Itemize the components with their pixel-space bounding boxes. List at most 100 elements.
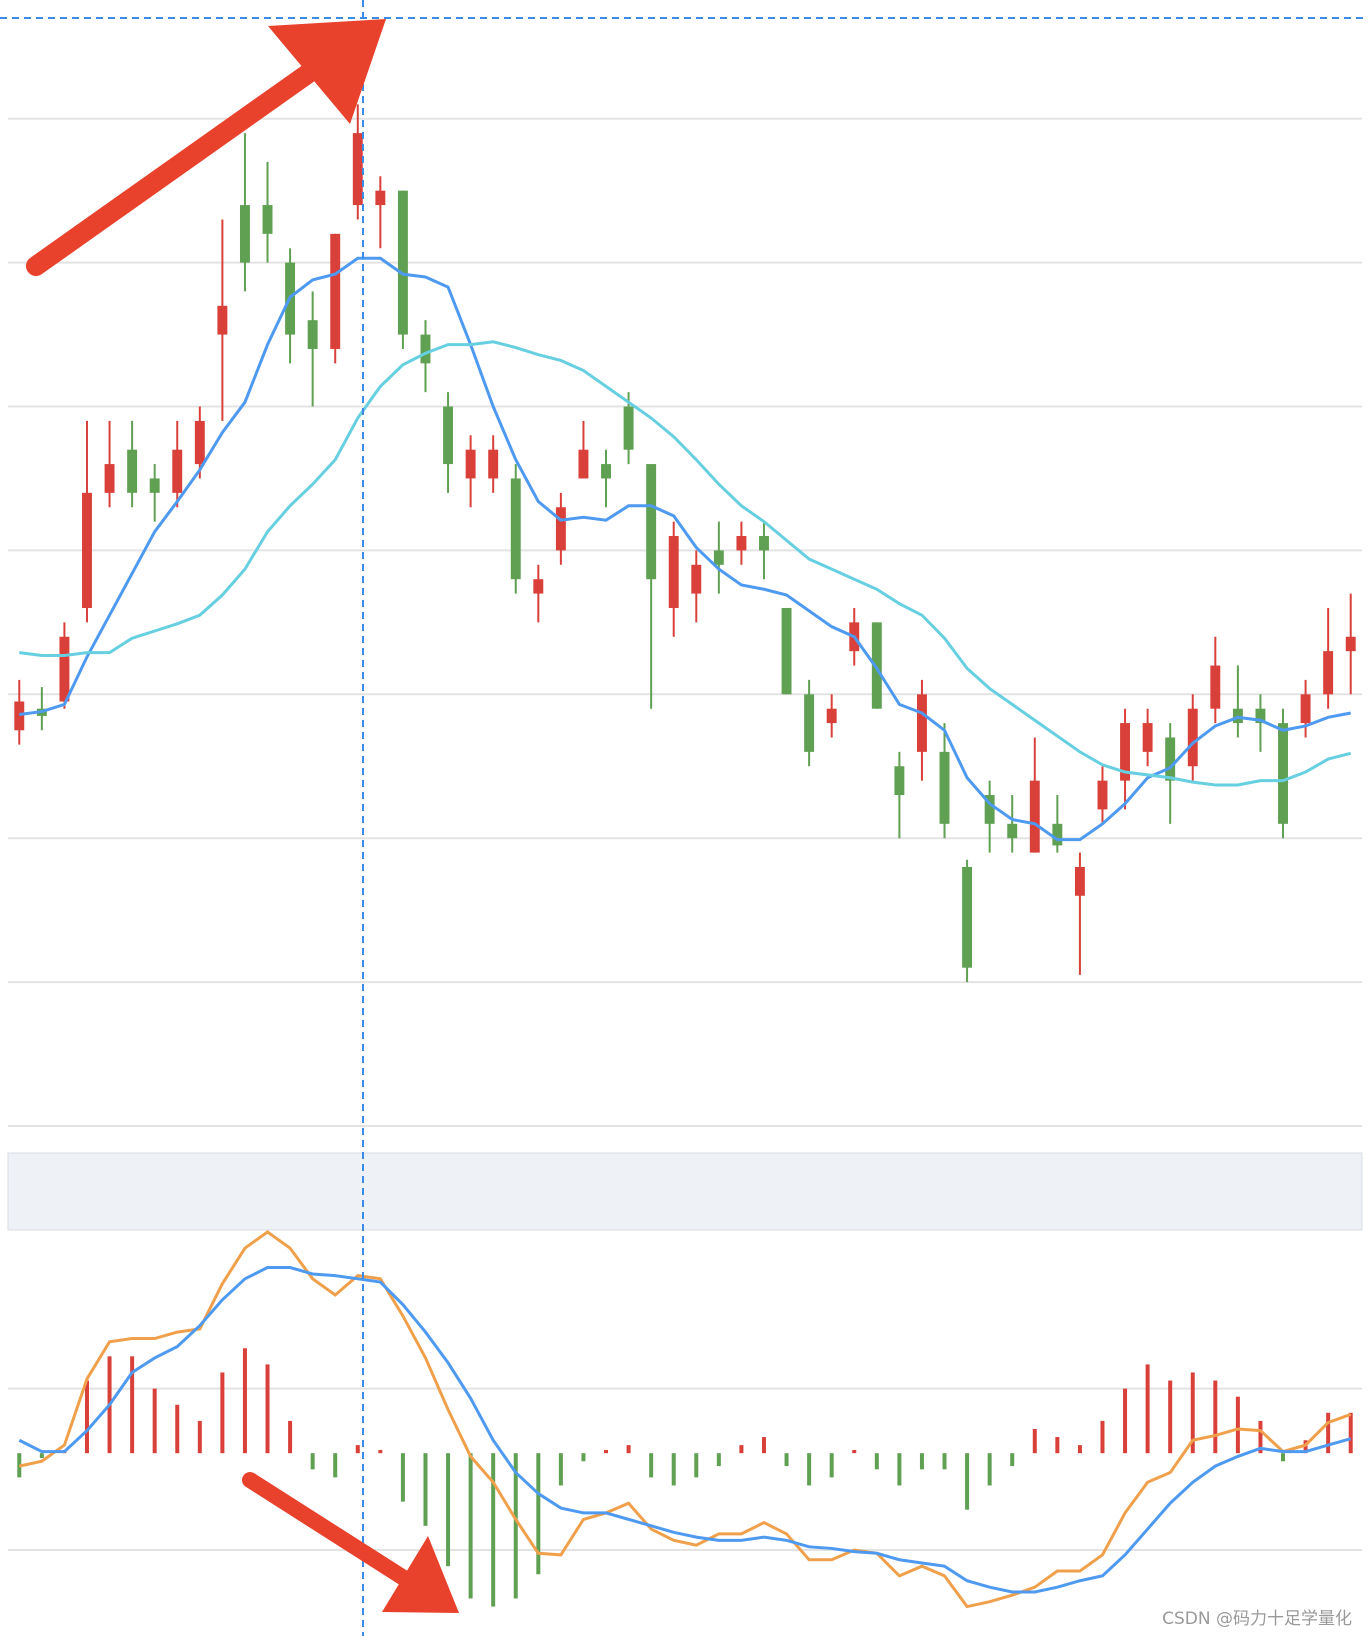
histogram-bar xyxy=(197,1420,202,1454)
histogram-bar xyxy=(84,1380,89,1454)
candle-body xyxy=(984,795,995,824)
candle-body xyxy=(578,449,589,479)
histogram-bar xyxy=(152,1388,157,1454)
candle-body xyxy=(330,233,341,349)
histogram-bar xyxy=(175,1404,180,1454)
candle-body xyxy=(104,464,115,493)
candle-body xyxy=(1007,823,1018,839)
histogram-bar xyxy=(671,1453,676,1486)
histogram-bar xyxy=(1281,1453,1286,1462)
histogram-bar xyxy=(558,1453,563,1486)
histogram-bar xyxy=(965,1453,970,1510)
candle-body xyxy=(1165,737,1176,781)
candle-body xyxy=(1345,636,1356,652)
candle-body xyxy=(352,133,363,206)
histogram-bar xyxy=(987,1453,992,1486)
histogram-bar xyxy=(852,1449,857,1454)
candle-body xyxy=(1052,823,1063,846)
histogram-bar xyxy=(1190,1372,1195,1454)
histogram-bar xyxy=(1010,1453,1015,1467)
histogram-bar xyxy=(265,1364,270,1454)
histogram-bar xyxy=(694,1453,699,1478)
candle-body xyxy=(939,751,950,824)
candle-body xyxy=(1278,723,1288,824)
candle-body xyxy=(262,205,273,234)
candle-body xyxy=(916,694,927,752)
histogram-bar xyxy=(446,1453,451,1567)
line xyxy=(18,1230,1352,1609)
histogram-bar xyxy=(355,1445,360,1454)
histogram-bar xyxy=(874,1453,879,1470)
candle-body xyxy=(1074,866,1085,896)
candle-body xyxy=(14,701,25,731)
candle-body xyxy=(646,464,657,580)
candle-body xyxy=(239,205,250,263)
candle-body xyxy=(1097,780,1108,810)
histogram-bar xyxy=(513,1453,518,1599)
histogram-bar xyxy=(626,1445,631,1454)
candle-body xyxy=(826,708,837,724)
candle-body xyxy=(465,449,476,479)
histogram-bar xyxy=(784,1453,789,1467)
candle-body xyxy=(172,449,183,493)
candle-body xyxy=(149,478,160,493)
candle-body xyxy=(555,507,566,551)
candle-body xyxy=(420,334,431,364)
histogram-bar xyxy=(581,1453,586,1462)
histogram-bar xyxy=(288,1420,293,1454)
histogram-bar xyxy=(242,1348,247,1454)
candle-body xyxy=(82,492,92,608)
candle-body xyxy=(127,449,138,493)
candle-body xyxy=(713,550,724,565)
plot xyxy=(8,104,1362,1609)
candle-body xyxy=(736,536,747,551)
candle-body xyxy=(668,536,679,608)
candle-body xyxy=(1300,694,1311,724)
candle-body xyxy=(962,866,973,968)
arrow-up xyxy=(26,19,386,276)
candle-body xyxy=(691,564,702,594)
histogram-bar xyxy=(897,1453,902,1486)
candle-body xyxy=(1210,665,1221,709)
candle-body xyxy=(894,766,905,796)
candle-body xyxy=(510,478,521,580)
histogram-bar xyxy=(739,1445,744,1454)
candle-body xyxy=(1187,708,1198,767)
histogram-bar xyxy=(761,1437,766,1454)
candle-body xyxy=(1120,723,1131,781)
histogram-bar xyxy=(1100,1420,1105,1454)
candle-body xyxy=(217,305,228,335)
histogram-bar xyxy=(333,1453,338,1478)
candle-body xyxy=(871,622,882,709)
histogram-bar xyxy=(468,1453,473,1599)
histogram-bar xyxy=(39,1453,44,1459)
histogram-bar xyxy=(1303,1440,1308,1454)
histogram-bar xyxy=(1168,1380,1173,1454)
histogram-bar xyxy=(1077,1445,1082,1454)
histogram-bar xyxy=(423,1453,428,1526)
histogram-bar xyxy=(1258,1420,1263,1454)
candle-body xyxy=(533,579,544,594)
histogram-bar xyxy=(1326,1412,1331,1454)
candle-body xyxy=(375,190,386,206)
histogram-bar xyxy=(1348,1412,1353,1454)
candle-body xyxy=(488,449,499,479)
line xyxy=(18,1266,1352,1594)
histogram-bar xyxy=(378,1449,383,1454)
line xyxy=(19,256,1352,842)
candle-body xyxy=(1323,651,1334,695)
histogram-bar xyxy=(1145,1364,1150,1454)
candle-body xyxy=(623,406,634,450)
candle-body xyxy=(59,636,70,702)
histogram-bar xyxy=(919,1453,924,1470)
histogram-bar xyxy=(604,1449,609,1454)
candle-body xyxy=(443,406,454,465)
histogram-bar xyxy=(1032,1428,1037,1454)
candle-body xyxy=(759,536,769,551)
candle-body xyxy=(194,420,205,465)
histogram-bar xyxy=(400,1453,405,1502)
zoom-band xyxy=(7,1152,1363,1231)
line xyxy=(19,340,1352,787)
histogram-bar xyxy=(1235,1396,1240,1454)
